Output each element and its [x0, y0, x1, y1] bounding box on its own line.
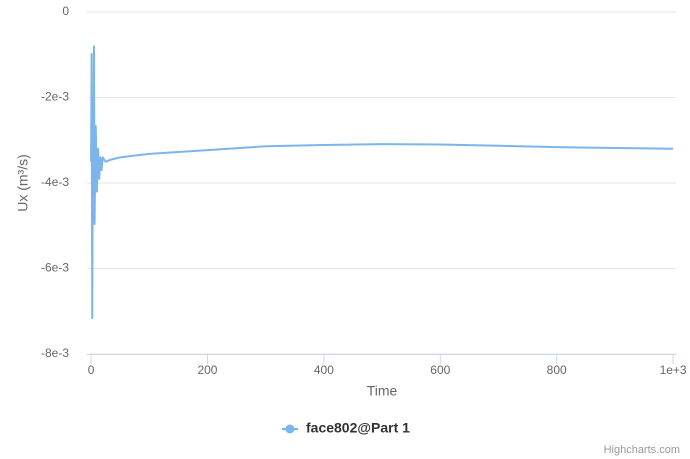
x-tick-label: 1e+3: [660, 363, 687, 377]
x-tick-label: 400: [314, 363, 334, 377]
y-tick-label: -2e-3: [41, 90, 69, 104]
credits[interactable]: Highcharts.com: [604, 444, 680, 456]
y-tick-label: 0: [62, 4, 69, 18]
legend-item[interactable]: face802@Part 1: [306, 420, 410, 436]
x-tick-label: 600: [430, 363, 450, 377]
y-tick-label: -4e-3: [41, 175, 69, 189]
series-line: [90, 45, 674, 320]
x-tick-label: 800: [547, 363, 567, 377]
y-axis-title: Ux (m³/s): [15, 154, 31, 212]
x-axis-title: Time: [367, 383, 398, 399]
x-tick-label: 200: [197, 363, 217, 377]
y-tick-label: -8e-3: [41, 346, 69, 360]
legend-symbol-marker: [285, 424, 295, 434]
x-tick-label: 0: [88, 363, 95, 377]
y-tick-label: -6e-3: [41, 261, 69, 275]
